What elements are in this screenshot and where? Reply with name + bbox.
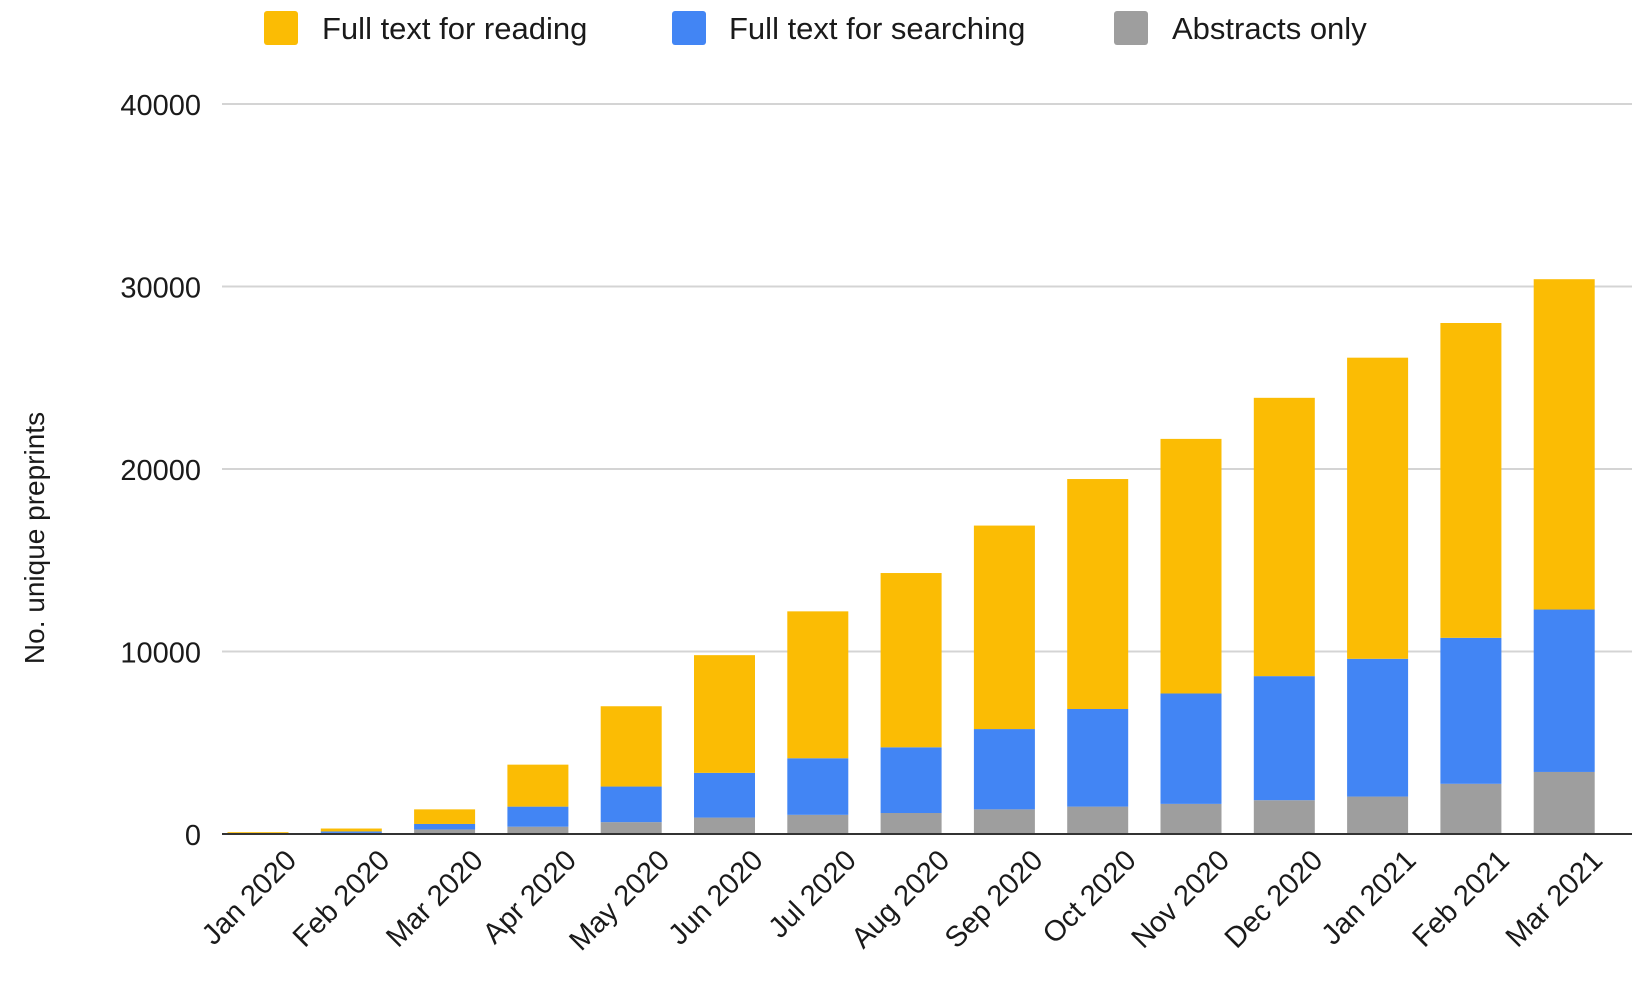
x-tick-label: Jan 2021	[1316, 844, 1423, 951]
bar-full-text-for-searching	[694, 772, 755, 818]
bar-abstracts-only	[694, 817, 755, 834]
x-tick-label: Mar 2020	[380, 844, 489, 953]
bar-stack-jan-2021	[1347, 357, 1409, 834]
bar-stack-feb-2021	[1440, 323, 1502, 834]
bar-full-text-for-reading	[694, 655, 755, 773]
bar-stack-oct-2020	[1067, 479, 1129, 834]
bar-full-text-for-reading	[1067, 479, 1129, 709]
bar-full-text-for-searching	[1347, 658, 1409, 797]
bar-full-text-for-reading	[600, 706, 662, 787]
bar-full-text-for-searching	[1253, 676, 1315, 801]
bar-abstracts-only	[1533, 771, 1595, 834]
x-tick-label: Feb 2021	[1407, 844, 1516, 953]
legend-swatch-abstracts-only	[1114, 11, 1148, 45]
y-axis-title: No. unique preprints	[19, 412, 50, 664]
bar-full-text-for-reading	[787, 611, 849, 759]
bar-stack-may-2020	[600, 706, 662, 834]
bar-abstracts-only	[600, 822, 662, 834]
bar-full-text-for-reading	[1440, 323, 1502, 638]
bar-full-text-for-searching	[1067, 708, 1129, 807]
bar-full-text-for-reading	[227, 832, 289, 834]
y-tick-label: 0	[185, 820, 201, 852]
bar-full-text-for-searching	[1440, 637, 1502, 784]
bar-abstracts-only	[880, 813, 942, 834]
bar-abstracts-only	[1347, 796, 1409, 834]
y-tick-label: 40000	[120, 90, 201, 122]
x-tick-label: Jun 2020	[662, 844, 769, 951]
bar-abstracts-only	[1160, 803, 1222, 834]
bar-full-text-for-searching	[600, 786, 662, 823]
bar-full-text-for-searching	[507, 806, 569, 827]
y-axis-ticks: 0 10000 20000 30000 40000	[120, 90, 201, 852]
bar-full-text-for-searching	[1160, 693, 1222, 804]
legend: Full text for reading Full text for sear…	[264, 11, 1367, 46]
y-tick-label: 10000	[120, 638, 201, 670]
bar-full-text-for-reading	[1253, 397, 1315, 677]
x-tick-label: Aug 2020	[846, 844, 956, 954]
bar-stack-apr-2020	[507, 764, 569, 834]
bar-stack-aug-2020	[880, 573, 942, 834]
bar-full-text-for-reading	[1160, 438, 1222, 694]
bar-stack-dec-2020	[1253, 397, 1315, 834]
y-tick-label: 20000	[120, 455, 201, 487]
bar-stack-mar-2021	[1533, 279, 1595, 834]
x-tick-label: May 2020	[563, 844, 676, 957]
bars	[227, 279, 1595, 834]
grid	[222, 103, 1632, 653]
bar-stack-mar-2020	[414, 809, 476, 834]
bar-full-text-for-reading	[1347, 357, 1409, 659]
bar-abstracts-only	[787, 814, 849, 834]
x-tick-label: Dec 2020	[1219, 844, 1329, 954]
x-tick-label: Jan 2020	[196, 844, 303, 951]
bar-full-text-for-searching	[1533, 609, 1595, 772]
bar-abstracts-only	[1067, 806, 1129, 834]
bar-full-text-for-searching	[414, 823, 476, 830]
bar-full-text-for-reading	[507, 764, 569, 807]
bar-abstracts-only	[1253, 800, 1315, 834]
bar-full-text-for-reading	[320, 828, 382, 832]
x-tick-label: Nov 2020	[1126, 844, 1236, 954]
legend-label-full-text-for-searching: Full text for searching	[729, 11, 1025, 46]
legend-swatch-full-text-for-reading	[264, 11, 298, 45]
bar-full-text-for-searching	[320, 831, 382, 833]
x-tick-label: Mar 2021	[1500, 844, 1609, 953]
bar-full-text-for-reading	[414, 809, 476, 824]
bar-abstracts-only	[973, 809, 1035, 834]
bar-full-text-for-searching	[973, 729, 1035, 810]
bar-stack-jun-2020	[694, 655, 755, 834]
bar-stack-nov-2020	[1160, 438, 1222, 834]
bar-full-text-for-searching	[787, 758, 849, 815]
bar-full-text-for-reading	[880, 573, 942, 748]
x-tick-label: Sep 2020	[939, 844, 1049, 954]
bar-abstracts-only	[507, 826, 569, 834]
x-tick-label: Feb 2020	[287, 844, 396, 953]
bar-stack-jul-2020	[787, 611, 849, 834]
bar-stack-sep-2020	[973, 525, 1035, 834]
bar-abstracts-only	[1440, 783, 1502, 834]
bar-full-text-for-reading	[973, 525, 1035, 730]
legend-label-abstracts-only: Abstracts only	[1172, 11, 1367, 46]
y-tick-label: 30000	[120, 273, 201, 305]
legend-swatch-full-text-for-searching	[672, 11, 706, 45]
bar-full-text-for-reading	[1533, 279, 1595, 610]
bar-full-text-for-searching	[880, 747, 942, 814]
bar-abstracts-only	[414, 829, 476, 834]
legend-label-full-text-for-reading: Full text for reading	[322, 11, 587, 46]
